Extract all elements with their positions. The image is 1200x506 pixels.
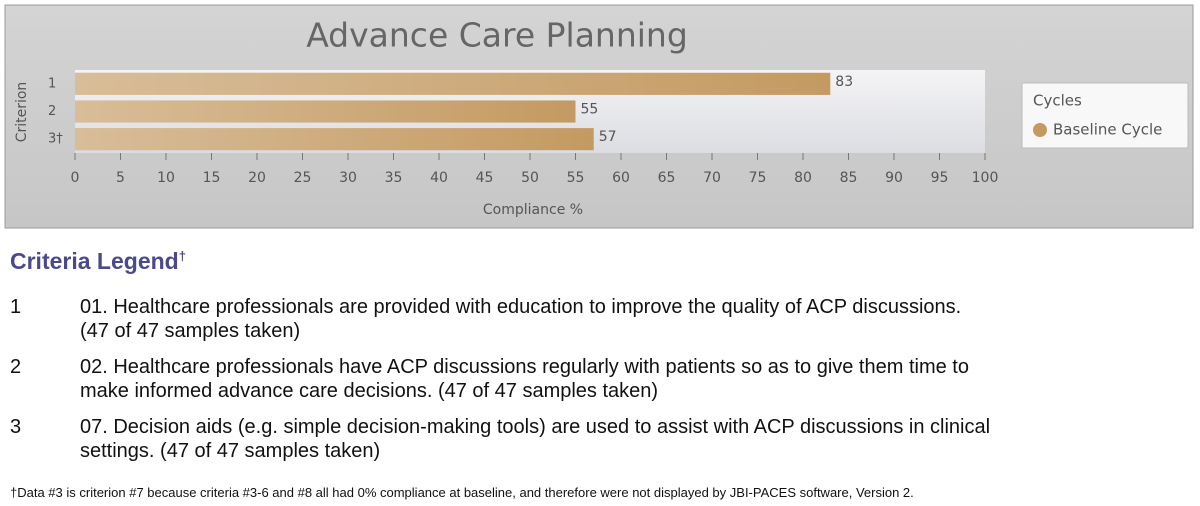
bar-shade (75, 100, 576, 123)
value-label: 55 (581, 102, 599, 118)
chart-title: Advance Care Planning (306, 16, 688, 55)
criterion-line: settings. (47 of 47 samples taken) (80, 439, 381, 462)
x-tick-label: 75 (749, 170, 767, 186)
x-tick-label: 65 (658, 170, 676, 186)
x-tick-label: 15 (203, 170, 221, 186)
x-tick-label: 40 (430, 170, 448, 186)
criteria-legend-title-text: Criteria Legend (10, 248, 179, 274)
criterion-line: make informed advance care decisions. (4… (80, 379, 659, 402)
bar-shade (75, 128, 594, 151)
criterion-line: (47 of 47 samples taken) (80, 319, 301, 342)
x-tick-label: 95 (931, 170, 949, 186)
y-tick-label: 3† (48, 132, 63, 147)
x-tick-label: 30 (339, 170, 357, 186)
bar-group (75, 128, 594, 151)
legend-box (1021, 82, 1189, 149)
x-tick-label: 90 (885, 170, 903, 186)
x-tick-label: 80 (794, 170, 812, 186)
bar-group (75, 72, 831, 95)
x-tick-label: 50 (521, 170, 539, 186)
x-tick-label: 0 (71, 170, 80, 186)
criterion-text: 07. Decision aids (e.g. simple decision-… (80, 416, 1190, 463)
x-tick-label: 10 (157, 170, 175, 186)
x-tick-label: 85 (840, 170, 858, 186)
x-tick-label: 55 (567, 170, 585, 186)
criterion-text: 02. Healthcare professionals have ACP di… (80, 356, 1190, 403)
criterion-line: 01. Healthcare professionals are provide… (80, 296, 962, 318)
criterion-text: 01. Healthcare professionals are provide… (80, 296, 1190, 343)
x-tick-label: 60 (612, 170, 630, 186)
criterion-line: 02. Healthcare professionals have ACP di… (80, 356, 969, 378)
criterion-number: 2 (10, 356, 22, 378)
x-tick-label: 35 (385, 170, 403, 186)
criterion-number: 3 (10, 416, 22, 438)
x-axis-title: Compliance % (483, 202, 583, 218)
x-tick-label: 5 (116, 170, 125, 186)
y-axis-title: Criterion (14, 82, 30, 143)
criteria-legend-title-mark: † (178, 248, 186, 264)
criterion-number: 1 (10, 296, 22, 318)
legend-title: Cycles (1033, 92, 1082, 110)
legend-swatch (1033, 123, 1047, 137)
y-tick-label: 2 (48, 104, 56, 119)
criteria-legend-title: Criteria Legend† (10, 248, 186, 275)
x-tick-label: 20 (248, 170, 266, 186)
x-tick-label: 100 (972, 170, 999, 186)
x-tick-label: 70 (703, 170, 721, 186)
bar-group (75, 100, 576, 123)
value-label: 57 (599, 129, 617, 145)
chart: Advance Care Planning Criterion Complian… (4, 4, 1194, 229)
criterion-line: 07. Decision aids (e.g. simple decision-… (80, 416, 991, 438)
value-label: 83 (835, 74, 853, 90)
y-tick-label: 1 (48, 76, 56, 91)
x-tick-label: 25 (294, 170, 312, 186)
bar-shade (75, 72, 831, 95)
x-tick-label: 45 (476, 170, 494, 186)
legend-label: Baseline Cycle (1053, 121, 1162, 139)
footnote: †Data #3 is criterion #7 because criteri… (10, 485, 914, 500)
